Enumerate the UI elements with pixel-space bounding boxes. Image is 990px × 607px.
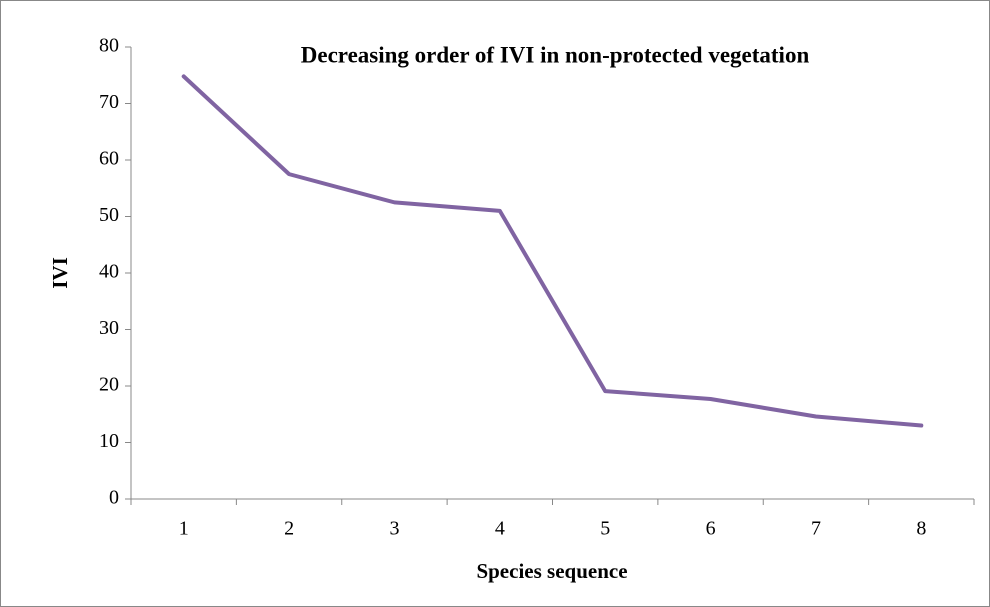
x-axis-title: Species sequence <box>476 559 627 583</box>
y-tick-label: 80 <box>99 35 119 57</box>
y-tick-label: 70 <box>99 91 119 113</box>
x-tick-label: 2 <box>284 518 294 540</box>
x-tick-label: 7 <box>811 518 821 540</box>
y-tick-label: 50 <box>99 204 119 226</box>
y-tick-label: 20 <box>99 374 119 396</box>
x-tick-label: 8 <box>916 518 926 540</box>
x-tick-label: 1 <box>179 518 189 540</box>
x-tick-label: 3 <box>389 518 399 540</box>
x-tick-label: 4 <box>495 518 505 540</box>
y-tick-label: 40 <box>99 261 119 283</box>
y-tick-label: 10 <box>99 430 119 452</box>
chart-title: Decreasing order of IVI in non-protected… <box>301 42 810 67</box>
x-tick-label: 5 <box>600 518 610 540</box>
y-tick-label: 0 <box>109 487 119 509</box>
y-tick-label: 60 <box>99 148 119 170</box>
x-tick-label: 6 <box>706 518 716 540</box>
data-line <box>181 74 924 428</box>
y-tick-label: 30 <box>99 317 119 339</box>
y-axis-title: IVI <box>48 257 72 289</box>
